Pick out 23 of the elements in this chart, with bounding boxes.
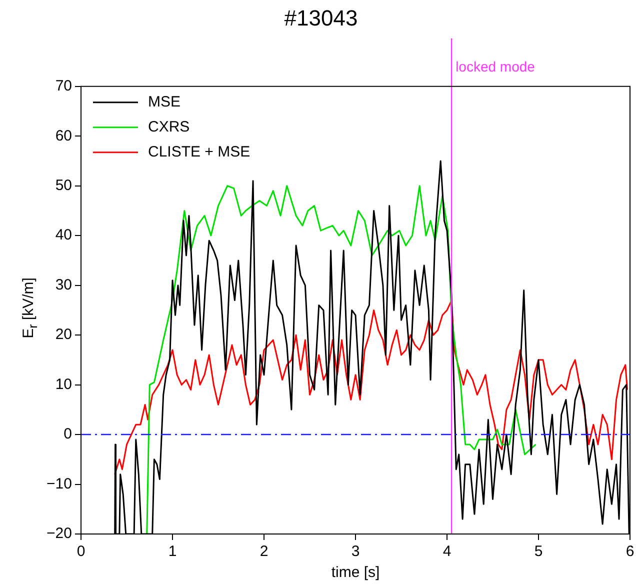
x-tick-label: 0 xyxy=(76,543,86,560)
x-tick-label: 4 xyxy=(442,543,452,560)
y-tick-label: 50 xyxy=(55,177,72,194)
y-tick-label: 20 xyxy=(55,326,72,344)
legend-label: MSE xyxy=(148,94,181,111)
x-tick-label: 5 xyxy=(534,543,543,560)
y-tick-label: 40 xyxy=(55,226,72,244)
y-tick-label: 30 xyxy=(55,276,72,294)
y-tick-label: 10 xyxy=(55,376,72,393)
legend-label: CLISTE + MSE xyxy=(148,144,250,161)
y-tick-label: −20 xyxy=(46,525,72,542)
x-tick-label: 3 xyxy=(351,543,360,560)
chart-title: #13043 xyxy=(284,5,358,30)
x-tick-label: 2 xyxy=(260,543,268,560)
x-axis-title: time [s] xyxy=(331,564,380,582)
x-tick-label: 1 xyxy=(168,543,177,560)
y-tick-label: 0 xyxy=(64,426,72,443)
ref-line-label: locked mode xyxy=(456,58,536,74)
y-tick-label: 60 xyxy=(55,127,72,144)
y-tick-label: 70 xyxy=(55,78,72,95)
y-tick-label: −10 xyxy=(46,475,72,492)
x-tick-label: 6 xyxy=(626,543,634,560)
legend-label: CXRS xyxy=(148,118,190,136)
